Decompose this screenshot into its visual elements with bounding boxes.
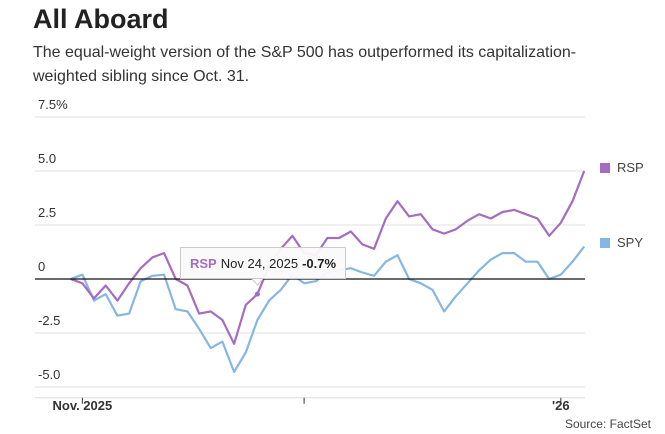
legend-label-spy: SPY <box>617 235 644 250</box>
y-tick-label: -5.0 <box>38 367 60 382</box>
legend-swatch-spy <box>600 237 610 248</box>
y-tick-label: 0 <box>38 259 45 274</box>
tooltip-value: -0.7% <box>302 255 337 271</box>
y-tick-label: 2.5 <box>38 205 56 220</box>
legend-item-rsp: RSP <box>600 160 644 175</box>
x-tick-label: '26 <box>552 398 570 413</box>
y-tick-label: 5.0 <box>38 151 56 166</box>
tooltip-date: Nov 24, 2025 <box>220 255 299 271</box>
legend-swatch-rsp <box>600 162 610 173</box>
tooltip-pointer <box>251 277 264 286</box>
legend-item-spy: SPY <box>600 235 643 250</box>
chart-subtitle: The equal-weight version of the S&P 500 … <box>33 44 577 85</box>
tooltip-series: RSP <box>190 255 217 271</box>
x-tick-label: Nov. 2025 <box>52 398 112 413</box>
chart-title: All Aboard <box>33 4 169 34</box>
source-note: Source: FactSet <box>564 417 651 431</box>
tooltip: RSP Nov 24, 2025 -0.7% <box>180 247 347 279</box>
y-tick-label: -2.5 <box>38 313 60 328</box>
series-line-rsp <box>70 170 586 345</box>
legend-label-rsp: RSP <box>617 160 644 175</box>
y-tick-label: 7.5% <box>38 97 68 112</box>
highlighted-point <box>254 291 260 297</box>
